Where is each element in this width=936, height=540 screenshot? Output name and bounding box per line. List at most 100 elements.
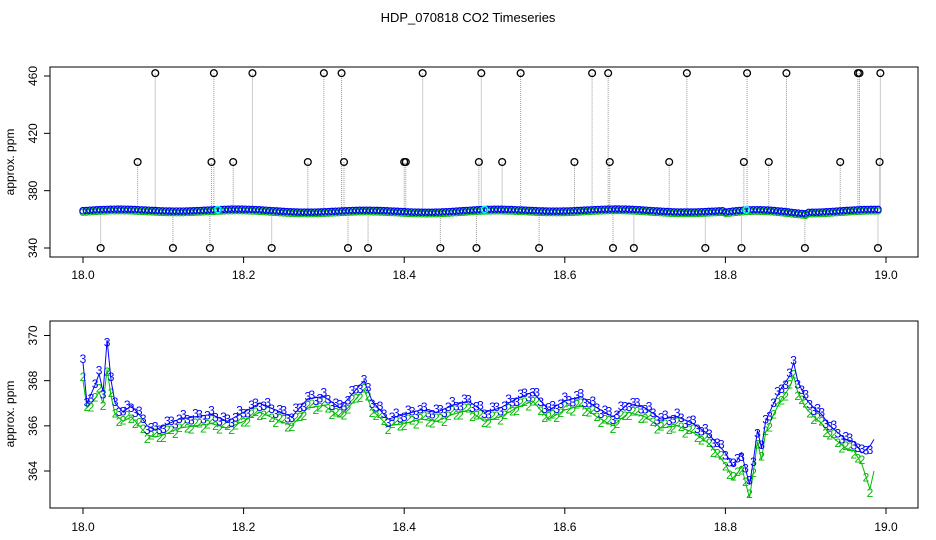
top-y-axis: 340 380 420 460 bbox=[26, 66, 50, 258]
series-marker: 3 bbox=[120, 405, 127, 419]
series-marker: 2 bbox=[381, 414, 388, 428]
series-marker: 3 bbox=[200, 413, 207, 427]
baseline-point bbox=[870, 205, 879, 214]
bottom-y-axis-label: approx. ppm bbox=[3, 381, 17, 448]
outlier-point bbox=[343, 243, 353, 253]
series-marker: 3 bbox=[843, 430, 850, 444]
series-marker: 2 bbox=[863, 470, 870, 484]
series-marker: 3 bbox=[766, 409, 773, 423]
series-marker: 2 bbox=[670, 422, 677, 436]
series-marker: 3 bbox=[421, 400, 428, 414]
series-marker: 3 bbox=[517, 387, 524, 401]
series-marker: 3 bbox=[104, 336, 111, 350]
series-marker: 2 bbox=[433, 411, 440, 425]
x-tick-label: 19.0 bbox=[874, 520, 898, 534]
series-marker: 2 bbox=[325, 401, 332, 415]
series-marker: 2 bbox=[144, 432, 151, 446]
series-marker: 3 bbox=[505, 392, 512, 406]
series-marker: 3 bbox=[586, 396, 593, 410]
series-marker: 2 bbox=[678, 420, 685, 434]
x-tick-label: 18.8 bbox=[714, 268, 738, 282]
series-marker: 3 bbox=[666, 414, 673, 428]
series-marker: 3 bbox=[377, 399, 384, 413]
series-marker: 2 bbox=[557, 406, 564, 420]
series-marker: 3 bbox=[646, 400, 653, 414]
series-marker: 3 bbox=[851, 438, 858, 452]
series-marker: 3 bbox=[401, 410, 408, 424]
series-marker: 2 bbox=[802, 397, 809, 411]
series-marker: 2 bbox=[473, 409, 480, 423]
series-marker: 2 bbox=[309, 397, 316, 411]
x-tick-label: 18.6 bbox=[553, 268, 577, 282]
series-marker: 3 bbox=[461, 392, 468, 406]
series-marker: 2 bbox=[750, 466, 757, 480]
series-marker: 3 bbox=[357, 382, 364, 396]
series-marker: 2 bbox=[321, 395, 328, 409]
series-marker: 3 bbox=[529, 386, 536, 400]
series-marker: 3 bbox=[706, 427, 713, 441]
baseline-point bbox=[798, 209, 806, 218]
series-marker: 2 bbox=[329, 408, 336, 422]
outlier-point bbox=[418, 69, 427, 78]
series-marker: 2 bbox=[256, 409, 263, 423]
series-marker: 3 bbox=[714, 436, 721, 450]
series-marker: 3 bbox=[682, 417, 689, 431]
x-tick-label: 19.0 bbox=[874, 268, 898, 282]
series-marker: 3 bbox=[859, 442, 866, 456]
series-marker: 2 bbox=[642, 412, 649, 426]
outlier-point bbox=[151, 69, 160, 78]
bottom-y-axis: 364 366 368 370 bbox=[26, 325, 50, 481]
series-marker: 2 bbox=[830, 427, 837, 441]
series-marker: 2 bbox=[244, 416, 251, 430]
series-marker: 2 bbox=[622, 409, 629, 423]
series-marker: 2 bbox=[373, 409, 380, 423]
series-marker: 2 bbox=[276, 411, 283, 425]
series-marker: 2 bbox=[361, 381, 368, 395]
series-marker: 3 bbox=[393, 406, 400, 420]
series-marker: 2 bbox=[345, 403, 352, 417]
series-marker: 2 bbox=[228, 423, 235, 437]
series-marker: 3 bbox=[373, 401, 380, 415]
series-marker: 3 bbox=[445, 400, 452, 414]
series-marker: 3 bbox=[409, 404, 416, 418]
series-marker: 2 bbox=[405, 412, 412, 426]
series-marker: 3 bbox=[654, 413, 661, 427]
series-marker: 2 bbox=[561, 399, 568, 413]
series-marker: 2 bbox=[810, 413, 817, 427]
series-marker: 3 bbox=[469, 401, 476, 415]
series-marker: 2 bbox=[698, 434, 705, 448]
series-marker: 2 bbox=[421, 409, 428, 423]
series-marker: 2 bbox=[112, 407, 119, 421]
series-marker: 3 bbox=[838, 433, 845, 447]
x-tick-label: 18.4 bbox=[393, 268, 417, 282]
series-marker: 3 bbox=[678, 411, 685, 425]
series-marker: 2 bbox=[469, 410, 476, 424]
series-marker: 3 bbox=[196, 407, 203, 421]
series-marker: 2 bbox=[578, 396, 585, 410]
series-marker: 2 bbox=[88, 400, 95, 414]
outlier-point bbox=[229, 157, 238, 167]
series-marker: 3 bbox=[614, 408, 621, 422]
series-marker: 3 bbox=[650, 406, 657, 420]
series-marker: 2 bbox=[606, 414, 613, 428]
series-marker: 2 bbox=[385, 423, 392, 437]
outlier-point bbox=[477, 69, 486, 78]
series-marker: 2 bbox=[304, 399, 311, 413]
series-marker: 2 bbox=[794, 389, 801, 403]
series-marker: 3 bbox=[582, 396, 589, 410]
series-marker: 2 bbox=[300, 409, 307, 423]
series-marker: 2 bbox=[766, 421, 773, 435]
series-marker: 3 bbox=[288, 411, 295, 425]
series-marker: 3 bbox=[337, 398, 344, 412]
series-marker: 3 bbox=[224, 412, 231, 426]
outlier-point bbox=[875, 157, 884, 167]
series-marker: 3 bbox=[549, 398, 556, 412]
series-marker: 3 bbox=[413, 408, 420, 422]
series-marker: 2 bbox=[92, 391, 99, 405]
outlier-point bbox=[570, 157, 579, 167]
series-marker: 2 bbox=[485, 416, 492, 430]
series-marker: 3 bbox=[160, 422, 167, 436]
series-marker: 2 bbox=[594, 410, 601, 424]
series-marker: 2 bbox=[690, 422, 697, 436]
series-marker: 2 bbox=[457, 408, 464, 422]
